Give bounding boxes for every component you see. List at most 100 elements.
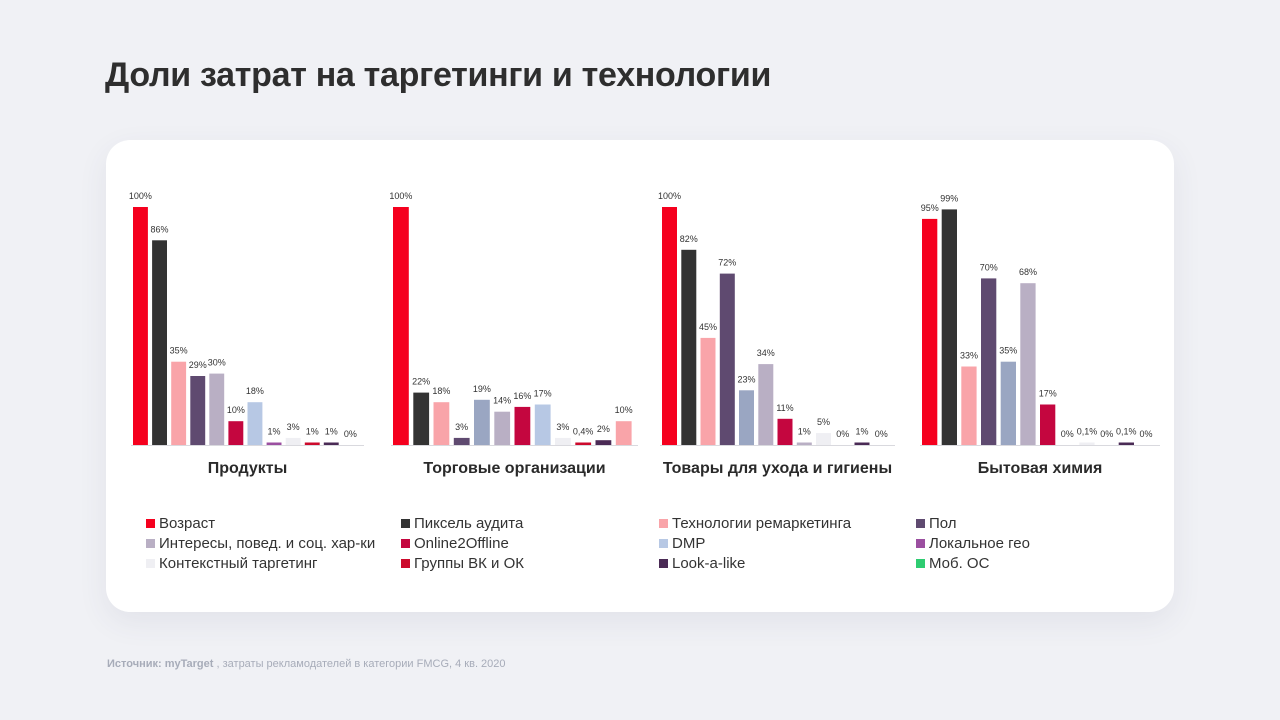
bar	[247, 402, 263, 445]
legend-label: Возраст	[159, 515, 216, 532]
bar-value-label: 16%	[513, 391, 531, 401]
legend-item: Группы ВК и ОК	[401, 555, 524, 572]
legend-item: Контекстный таргетинг	[146, 555, 318, 572]
bar-value-label: 1%	[267, 427, 280, 437]
bar-value-label: 45%	[699, 322, 717, 332]
bar-value-label: 22%	[412, 377, 430, 387]
bar-value-label: 10%	[615, 405, 633, 415]
bar	[575, 442, 592, 445]
legend-swatch	[401, 519, 410, 528]
bar-value-label: 99%	[940, 193, 958, 203]
bar-value-label: 11%	[776, 403, 793, 413]
bar-value-label: 23%	[737, 374, 755, 384]
bar-value-label: 14%	[493, 396, 511, 406]
bar	[816, 433, 831, 445]
bar-chart-4: 95%99%33%70%35%68%17%0% 0,1% 0% 0,1% 0%Бытов…	[920, 193, 1160, 477]
bar	[285, 437, 301, 445]
legend-label: Интересы, повед. и соц. хар-ки	[159, 535, 376, 552]
legend-item: DMP	[659, 535, 705, 552]
category-label: Товары для ухода и гигиены	[663, 460, 892, 477]
bar	[1118, 442, 1134, 445]
bar	[514, 406, 531, 445]
legend-item: Look-a-like	[659, 555, 745, 572]
bar-value-label: 18%	[246, 386, 264, 396]
bar-value-label: 3%	[287, 422, 300, 432]
category-label: Бытовая химия	[978, 460, 1103, 477]
bar	[323, 442, 339, 445]
legend-item: Возраст	[146, 515, 215, 532]
source-prefix: Источник: myTarget	[107, 658, 214, 670]
legend-swatch	[916, 519, 925, 528]
bar-value-label: 18%	[432, 386, 450, 396]
bar	[474, 399, 490, 445]
bar	[719, 273, 735, 445]
legend-item: Пиксель аудита	[401, 515, 523, 532]
bar	[1079, 442, 1095, 445]
bar-value-label: 82%	[680, 234, 698, 244]
legend-swatch	[401, 539, 410, 548]
bar	[922, 218, 938, 445]
category-label: Продукты	[208, 460, 288, 477]
bar	[1020, 283, 1036, 445]
legend-label: Локальное гео	[929, 535, 1030, 552]
legend-item: Интересы, повед. и соц. хар-ки	[146, 535, 375, 552]
bar	[758, 364, 774, 445]
source-text: , затраты рекламодателей в категории FMC…	[213, 658, 506, 670]
bar-value-label: 0,1%	[1116, 427, 1137, 437]
bar-value-label: 19%	[473, 384, 491, 394]
bar	[555, 437, 571, 445]
legend-item: Пол	[916, 515, 957, 532]
legend-label: Технологии ремаркетинга	[672, 515, 852, 532]
legend-swatch	[659, 539, 668, 548]
legend-swatch	[659, 559, 668, 568]
bar-value-label: 5%	[817, 417, 830, 427]
legend-label: Пол	[929, 515, 957, 532]
bar	[662, 207, 677, 445]
legend-label: Группы ВК и ОК	[414, 555, 525, 572]
bar-value-label: 0%	[344, 429, 357, 439]
bar-value-label: 72%	[718, 258, 736, 268]
bar	[190, 376, 206, 445]
bar	[152, 240, 167, 445]
legend-swatch	[916, 539, 925, 548]
bar	[304, 442, 320, 445]
bar	[700, 337, 716, 445]
legend-swatch	[146, 539, 155, 548]
bar-value-label: 30%	[208, 358, 226, 368]
bar	[981, 278, 997, 445]
bar	[209, 373, 225, 445]
bar-chart-3: 100% 82% 45% 72% 23% 34% 11% 1% 5% 0% 1% 0% Товары д…	[658, 191, 895, 477]
bar-value-label: 34%	[757, 348, 775, 358]
bar-value-label: 2%	[597, 424, 610, 434]
bar	[777, 418, 793, 445]
bar-value-label: 86%	[150, 224, 168, 234]
bar	[854, 442, 870, 445]
bar	[133, 207, 148, 445]
bar-value-label: 0%	[1139, 429, 1152, 439]
bar-value-label: 0%	[836, 429, 849, 439]
category-label: Торговые организации	[423, 460, 605, 477]
bar-value-label: 35%	[999, 346, 1017, 356]
bar-value-label: 1%	[855, 427, 868, 437]
legend-item: Online2Offline	[401, 535, 509, 552]
bar	[796, 442, 812, 445]
legend-label: Look-a-like	[672, 555, 746, 572]
bar	[453, 437, 470, 445]
bar	[681, 249, 697, 445]
bar-value-label: 3%	[556, 422, 569, 432]
bar-value-label: 95%	[921, 203, 939, 213]
bar-chart-2: 100% 22%18% 3% 19%14% 16% 17% 3% 0,4% 2% 10% Торго…	[389, 191, 638, 477]
bar	[615, 421, 632, 445]
legend-label: Контекстный таргетинг	[159, 555, 318, 572]
bar	[494, 411, 511, 445]
bar	[1000, 361, 1016, 445]
bar-value-label: 17%	[1039, 389, 1057, 399]
bar	[433, 402, 450, 445]
bar	[393, 207, 409, 445]
legend-label: Online2Offline	[414, 535, 509, 552]
bar-value-label: 100%	[658, 191, 681, 201]
legend-swatch	[916, 559, 925, 568]
page-title: Доли затрат на таргетинги и технологии	[105, 56, 772, 94]
bar-value-label: 3%	[455, 422, 468, 432]
